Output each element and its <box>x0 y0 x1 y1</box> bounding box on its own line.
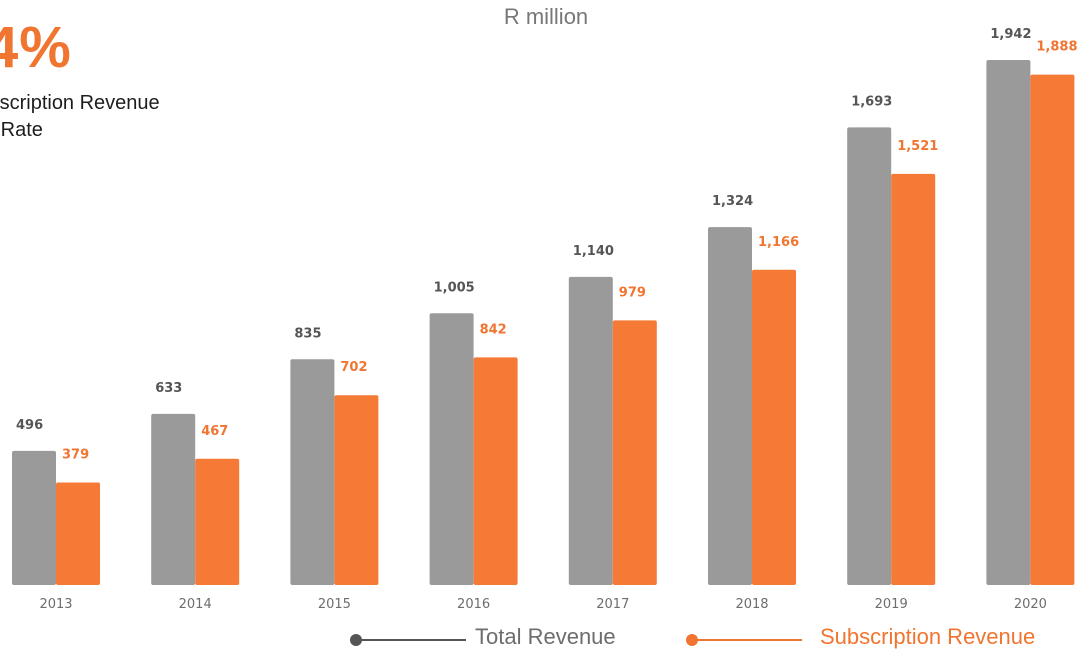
bar-total-2014 <box>151 413 196 585</box>
bar-subscription-2013 <box>56 482 100 585</box>
bars-group <box>12 60 1075 585</box>
x-tick-2018: 2018 <box>735 597 768 612</box>
legend-total-text: Total Revenue <box>475 624 616 649</box>
unit-label: R million <box>503 4 589 29</box>
x-tick-2020: 2020 <box>1014 597 1047 612</box>
bar-total-2015 <box>290 359 335 585</box>
value-label-total-2015: 835 <box>294 326 321 341</box>
value-labels-group: 496 379 633 467 835 702 1,005 842 1,140 979 1,324 1… <box>16 27 1078 463</box>
bar-subscription-2018 <box>752 269 796 585</box>
legend-subscription-label: Subscription Revenue <box>820 624 1035 650</box>
kpi-label-line-2: wth Rate <box>0 119 43 141</box>
bar-subscription-2017 <box>612 320 657 585</box>
value-label-total-2014: 633 <box>155 381 182 396</box>
legend-total-label: Total Revenue <box>345 624 616 650</box>
x-tick-2017: 2017 <box>596 597 629 612</box>
value-label-subscription-2013: 379 <box>62 448 89 463</box>
value-label-subscription-2017: 979 <box>619 285 646 300</box>
value-label-total-2019: 1,693 <box>851 94 892 109</box>
value-label-total-2017: 1,140 <box>573 244 614 259</box>
value-label-total-2018: 1,324 <box>712 194 753 209</box>
value-label-subscription-2016: 842 <box>480 322 507 337</box>
value-label-subscription-2019: 1,521 <box>897 139 938 154</box>
x-axis-ticks: 2013 2014 2015 2016 2017 2018 2019 2020 <box>39 597 1046 612</box>
legend-total-dot <box>350 634 362 646</box>
kpi-label-line-1: Subscription Revenue <box>0 92 160 114</box>
legend-subscription-dot <box>686 634 698 646</box>
kpi-value: 4% <box>0 15 72 80</box>
value-label-total-2016: 1,005 <box>434 280 475 295</box>
bar-subscription-2015 <box>334 395 379 585</box>
x-tick-2019: 2019 <box>875 597 908 612</box>
bar-total-2013 <box>12 450 56 585</box>
bar-subscription-2020 <box>1030 74 1075 585</box>
x-tick-2014: 2014 <box>179 597 212 612</box>
bar-subscription-2019 <box>891 173 936 585</box>
value-label-subscription-2018: 1,166 <box>758 235 799 250</box>
bar-subscription-2016 <box>473 357 518 585</box>
x-tick-2015: 2015 <box>318 597 351 612</box>
bar-total-2020 <box>986 60 1031 585</box>
bar-total-2016 <box>429 313 474 585</box>
bar-total-2018 <box>708 227 752 585</box>
bar-total-2019 <box>847 127 892 585</box>
bar-subscription-2014 <box>195 458 240 585</box>
kpi-label: Subscription Revenue wth Rate <box>0 90 284 144</box>
x-tick-2013: 2013 <box>39 597 72 612</box>
legend-subscription-text: Subscription Revenue <box>820 624 1036 649</box>
value-label-total-2020: 1,942 <box>990 27 1031 42</box>
bar-total-2017 <box>568 276 613 585</box>
value-label-subscription-2020: 1,888 <box>1036 40 1077 55</box>
value-label-total-2013: 496 <box>16 418 43 433</box>
value-label-subscription-2015: 702 <box>340 360 367 375</box>
legend-markers <box>350 634 802 646</box>
value-label-subscription-2014: 467 <box>201 424 228 439</box>
x-tick-2016: 2016 <box>457 597 490 612</box>
